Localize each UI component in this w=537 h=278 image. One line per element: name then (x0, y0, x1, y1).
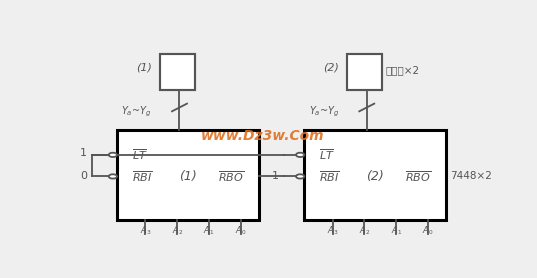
Text: $A_3$: $A_3$ (327, 224, 338, 237)
Circle shape (108, 153, 117, 157)
Text: $\overline{RBO}$: $\overline{RBO}$ (218, 169, 244, 184)
Text: $\overline{RBO}$: $\overline{RBO}$ (405, 169, 431, 184)
Text: 显示器×2: 显示器×2 (386, 65, 420, 75)
Text: $A_2$: $A_2$ (171, 224, 183, 237)
Text: $Y_a$~$Y_g$: $Y_a$~$Y_g$ (308, 104, 339, 119)
Text: (1): (1) (136, 63, 152, 73)
Text: (2): (2) (366, 170, 384, 183)
Text: (1): (1) (179, 170, 197, 183)
Text: 1: 1 (80, 148, 87, 158)
Text: $A_3$: $A_3$ (140, 224, 151, 237)
Circle shape (296, 153, 304, 157)
Circle shape (296, 174, 304, 178)
Text: $A_1$: $A_1$ (390, 224, 402, 237)
Text: (2): (2) (323, 63, 339, 73)
Text: $Y_a$~$Y_g$: $Y_a$~$Y_g$ (121, 104, 152, 119)
Text: 0: 0 (80, 172, 87, 182)
Text: $A_1$: $A_1$ (204, 224, 215, 237)
Text: 7448×2: 7448×2 (450, 172, 492, 182)
Bar (347, 54, 382, 90)
Text: $A_2$: $A_2$ (359, 224, 370, 237)
Text: $\overline{RBI}$: $\overline{RBI}$ (132, 169, 153, 184)
Bar (304, 130, 446, 220)
Text: $\overline{LT}$: $\overline{LT}$ (319, 148, 335, 162)
Text: $\overline{LT}$: $\overline{LT}$ (132, 148, 147, 162)
Text: $A_0$: $A_0$ (423, 224, 434, 237)
Bar (159, 54, 195, 90)
Text: 1: 1 (272, 172, 279, 182)
Bar (117, 130, 259, 220)
Text: $\overline{RBI}$: $\overline{RBI}$ (319, 169, 339, 184)
Text: $A_0$: $A_0$ (235, 224, 246, 237)
Text: www.Dz3w.Com: www.Dz3w.Com (201, 129, 324, 143)
Circle shape (108, 174, 117, 178)
